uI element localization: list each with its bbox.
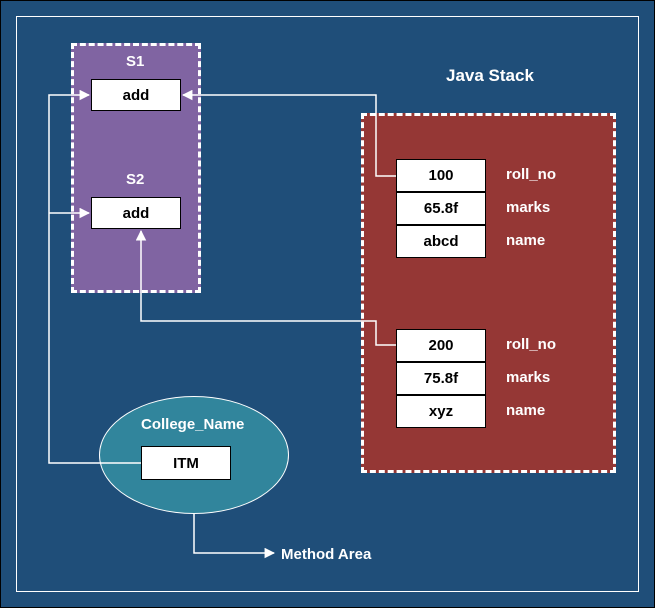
obj2-rollno-label: roll_no — [506, 336, 556, 353]
obj1-marks: 65.8f — [424, 200, 458, 217]
obj2-marks-label: marks — [506, 369, 550, 386]
obj2-marks: 75.8f — [424, 370, 458, 387]
method-area-label: Method Area — [281, 546, 371, 563]
s2-value: add — [123, 205, 150, 222]
college-value: ITM — [173, 455, 199, 472]
college-box: ITM — [141, 446, 231, 480]
obj2-name-label: name — [506, 402, 545, 419]
obj1-name-box: abcd — [396, 225, 486, 258]
s1-box: add — [91, 79, 181, 111]
s1-value: add — [123, 87, 150, 104]
obj2-name: xyz — [429, 403, 453, 420]
s2-box: add — [91, 197, 181, 229]
obj1-name: abcd — [423, 233, 458, 250]
obj2-marks-box: 75.8f — [396, 362, 486, 395]
diagram-canvas: S1 add S2 add Java Stack 100 roll_no 65.… — [0, 0, 655, 608]
obj1-name-label: name — [506, 232, 545, 249]
obj2-name-box: xyz — [396, 395, 486, 428]
obj1-marks-label: marks — [506, 199, 550, 216]
java-stack-title: Java Stack — [446, 66, 534, 86]
obj1-marks-box: 65.8f — [396, 192, 486, 225]
s1-label: S1 — [126, 53, 144, 70]
obj1-rollno-box: 100 — [396, 159, 486, 192]
s2-label: S2 — [126, 171, 144, 188]
obj1-rollno: 100 — [428, 167, 453, 184]
college-title: College_Name — [141, 416, 244, 433]
obj2-rollno-box: 200 — [396, 329, 486, 362]
obj2-rollno: 200 — [428, 337, 453, 354]
obj1-rollno-label: roll_no — [506, 166, 556, 183]
